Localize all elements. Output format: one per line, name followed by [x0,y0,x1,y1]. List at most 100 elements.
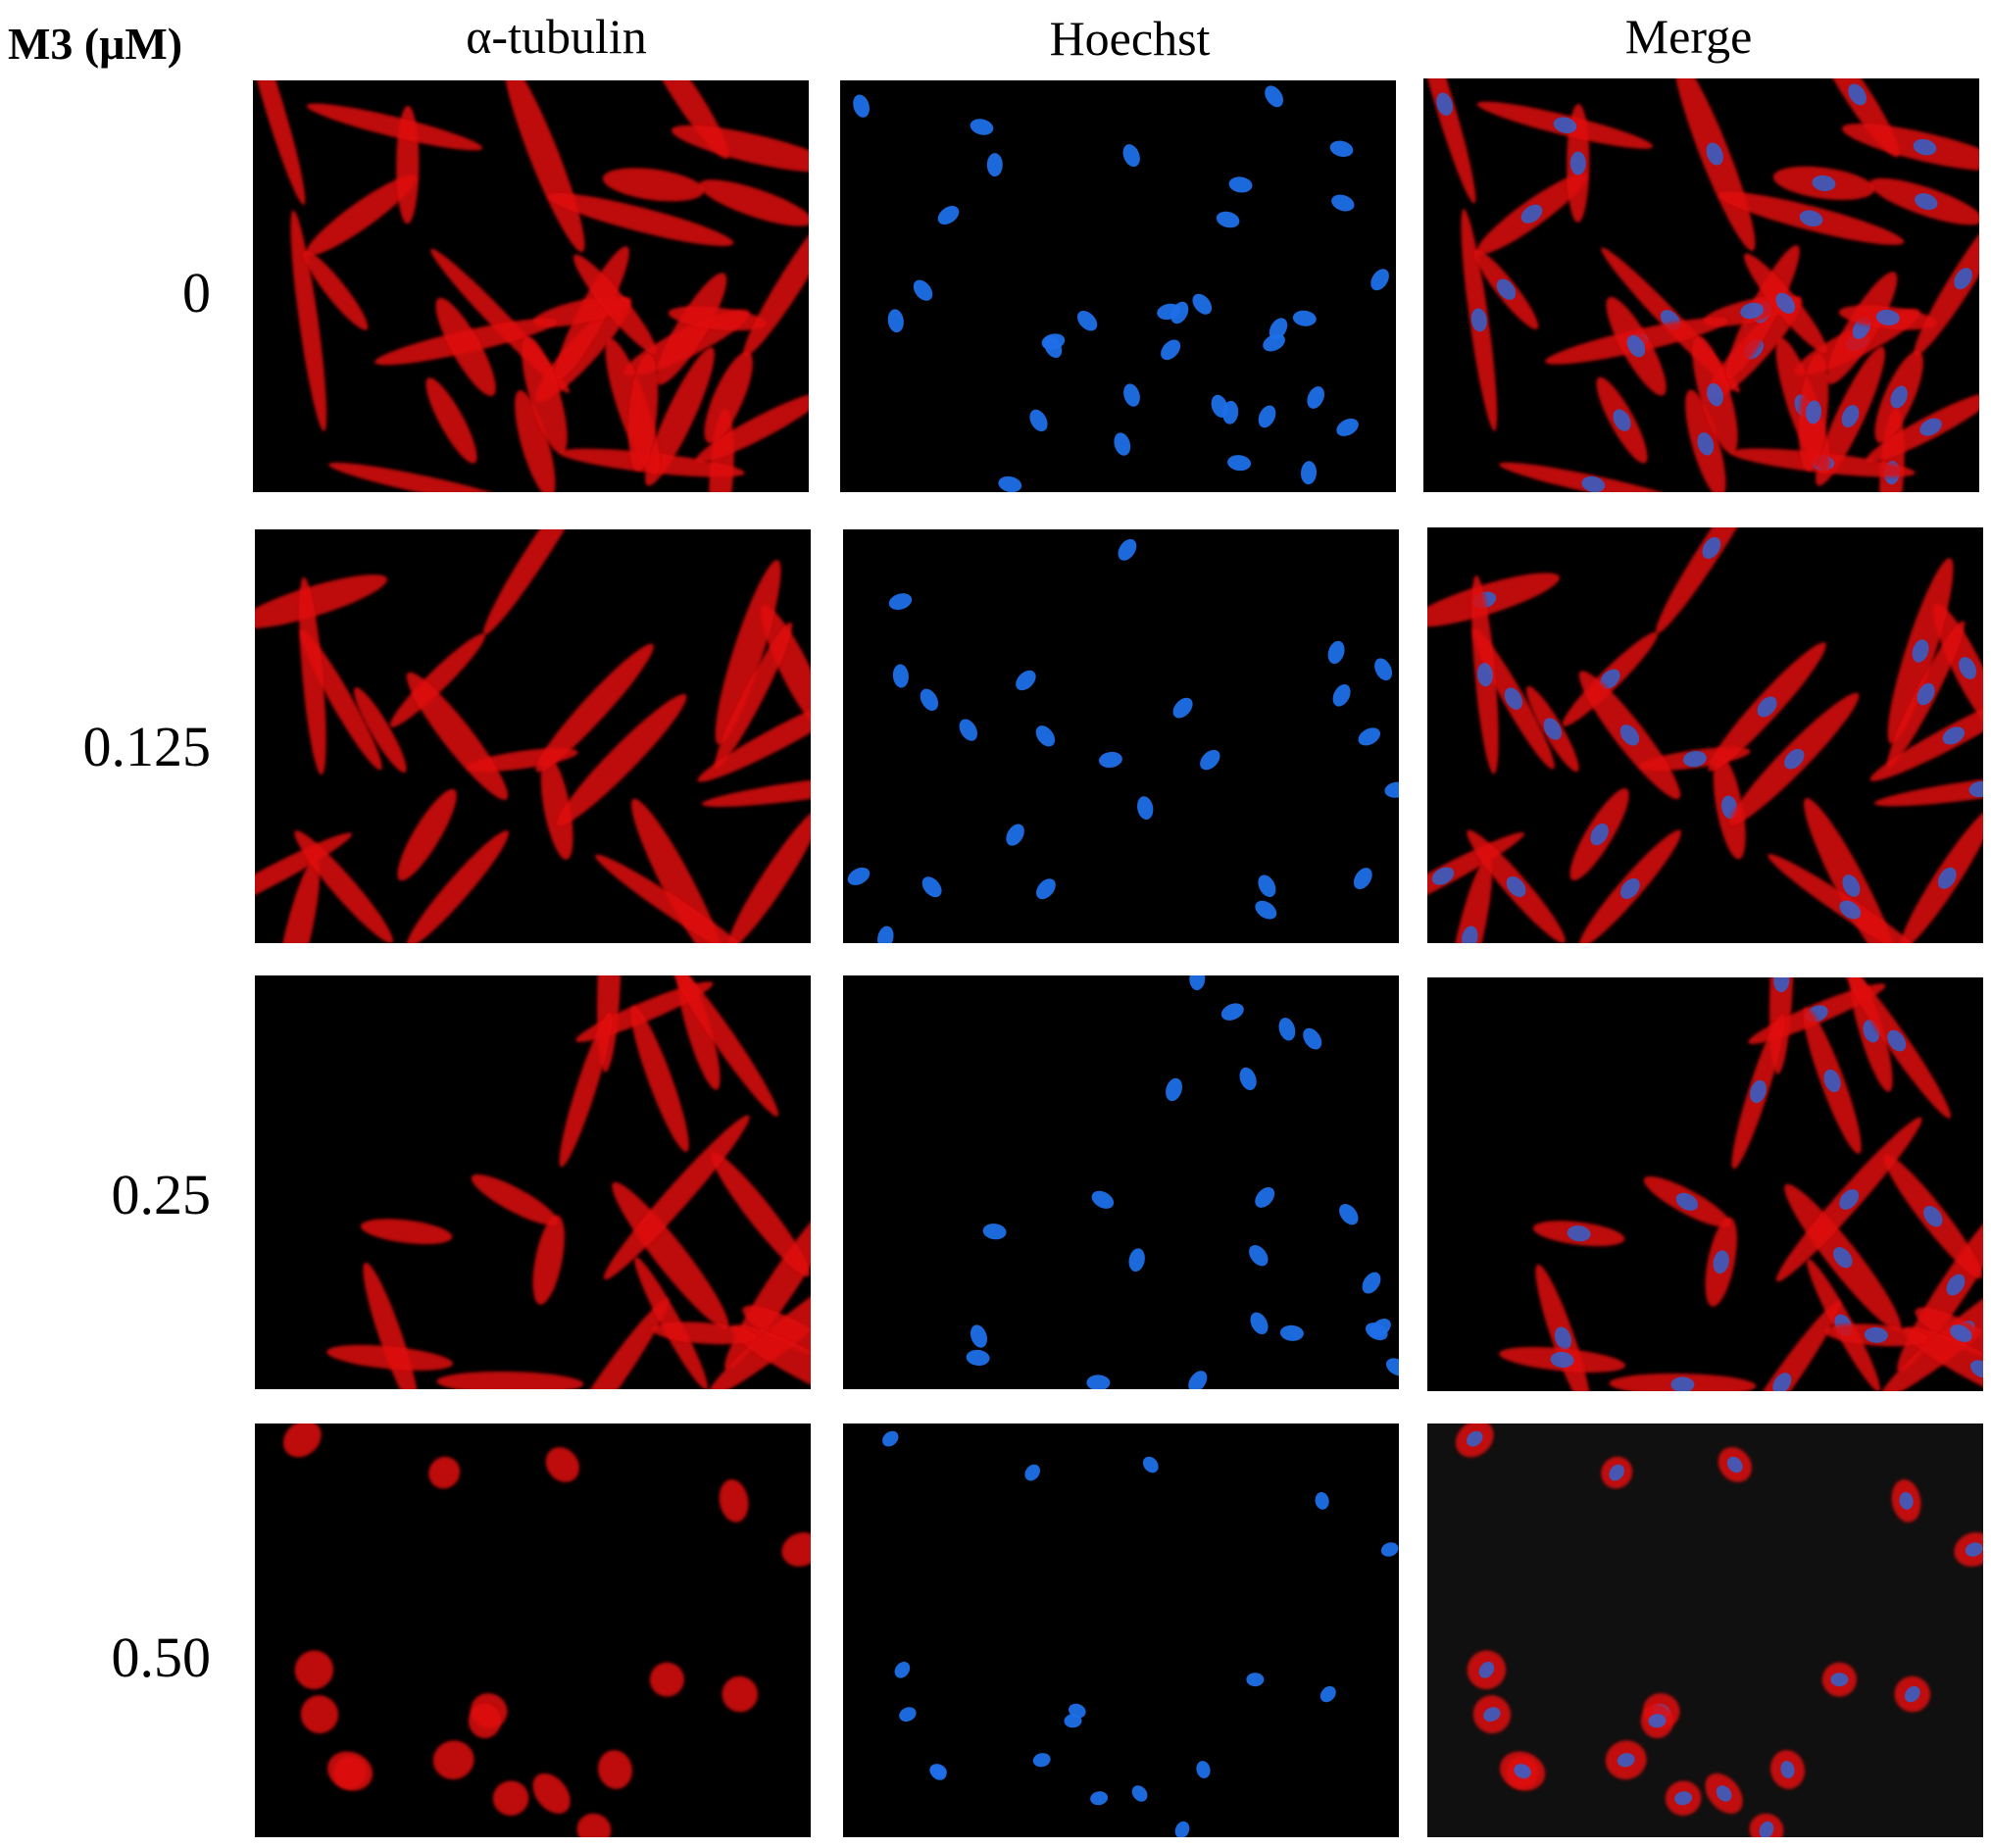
cell-cytoskeleton [730,1324,811,1389]
cell-cytoskeleton [781,1532,811,1567]
cell-nucleus [1912,639,1929,663]
cell-nucleus [920,688,939,711]
cell-cytoskeleton [576,1813,612,1837]
cell-cytoskeleton [711,1152,811,1277]
cell-cytoskeleton [471,1174,559,1225]
cell-nucleus [1806,400,1822,425]
cell-cytoskeleton [602,168,705,202]
cell-nucleus [1697,432,1715,456]
cell-nucleus [1258,874,1276,897]
cell-nucleus [887,309,904,333]
cell-nucleus [970,119,994,135]
cell-nucleus [1504,687,1523,710]
cell-cytoskeleton [1423,78,1476,204]
cell-nucleus [1166,1077,1182,1102]
cell-nucleus [1702,536,1721,559]
cell-nucleus [1937,867,1957,889]
cell-cytoskeleton [328,462,518,492]
cell-nucleus [1942,726,1966,745]
cell-nucleus [1216,211,1240,228]
cell-nucleus [1904,1685,1920,1703]
cell-nucleus [892,664,909,688]
cell-nucleus [1740,302,1764,320]
cell-nucleus [1250,1312,1269,1335]
cell-nucleus [1024,1464,1040,1481]
cell-cytoskeleton [282,1423,322,1458]
cell-nucleus [1476,663,1493,687]
cell-nucleus [1336,418,1359,436]
cell-nucleus [1172,697,1193,719]
cell-nucleus [1331,194,1355,212]
cell-cytoskeleton [532,1773,571,1814]
cell-nucleus [1470,308,1487,332]
cell-nucleus [1823,1069,1841,1092]
cell-cytoskeleton [649,1662,684,1697]
micrograph-merge-row-0 [1423,78,1979,492]
cell-nucleus [1161,339,1181,361]
cell-nucleus [1483,1707,1501,1723]
cell-nucleus [1569,151,1586,175]
micrograph-hoechst-row-1 [843,529,1399,943]
cell-cytoskeleton [503,80,585,253]
cell-cytoskeleton [595,854,761,943]
cell-cytoskeleton [326,1344,454,1371]
micrograph-hoechst-row-3 [843,1423,1399,1837]
micrograph-image [253,80,809,492]
cell-nucleus [1279,1324,1304,1341]
cell-nucleus [1307,386,1324,409]
micrograph-image [1427,527,1983,943]
micrograph-image [882,1430,1399,1837]
column-header-alpha-tubulin: α-tubulin [466,9,647,64]
cell-cytoskeleton [547,193,734,247]
cell-nucleus [1076,311,1098,331]
cell-nucleus [1332,684,1351,707]
cell-cytoskeleton [353,687,407,774]
cell-cytoskeleton [397,788,457,881]
cell-cytoskeleton [645,347,715,486]
cell-nucleus [1950,1324,1972,1343]
cell-cytoskeleton [671,125,809,173]
cell-nucleus [882,1430,899,1447]
row-label-0.25: 0.25 [111,1163,212,1226]
cell-cytoskeleton [360,1219,453,1245]
micrograph-tubulin-row-2 [255,975,811,1389]
cell-nucleus [1035,878,1056,900]
row-label-0.50: 0.50 [111,1625,212,1689]
cell-nucleus [1554,1326,1572,1350]
cell-nucleus [1200,749,1220,771]
cell-cytoskeleton [1900,807,1983,943]
cell-nucleus [1380,1542,1399,1557]
cell-nucleus [1246,1673,1265,1687]
cell-nucleus [1726,1456,1743,1473]
cell-cytoskeleton [670,975,779,1117]
cell-nucleus [1478,1661,1495,1678]
cell-cytoskeleton [406,672,509,800]
micrograph-hoechst-row-2 [843,975,1399,1389]
cell-nucleus [1032,1753,1051,1768]
cell-nucleus [1780,1761,1795,1778]
cell-nucleus [1137,796,1154,820]
cell-nucleus [1255,1186,1275,1208]
cell-nucleus [1315,1491,1329,1510]
cell-nucleus [1674,1791,1693,1806]
row-label-0.125: 0.125 [82,715,212,778]
micrograph-image [1455,1423,1983,1837]
cell-nucleus [1467,1430,1483,1447]
cell-nucleus [1255,900,1277,920]
micrograph-image [1423,78,1979,492]
cell-nucleus [1131,1785,1148,1802]
cell-nucleus [1916,682,1935,706]
cell-nucleus [1122,144,1140,168]
cell-nucleus [1016,670,1036,691]
cell-nucleus [1609,1464,1624,1481]
cell-nucleus [1648,1714,1667,1728]
cell-nucleus [1913,138,1937,156]
cell-cytoskeleton [545,1447,579,1482]
cell-cytoskeleton [274,857,321,943]
cell-cytoskeleton [557,693,687,826]
cell-nucleus [1174,1821,1190,1837]
cell-nucleus [1353,868,1372,890]
micrograph-image [847,538,1399,943]
cell-nucleus [1300,461,1318,485]
cell-nucleus [1431,867,1455,885]
